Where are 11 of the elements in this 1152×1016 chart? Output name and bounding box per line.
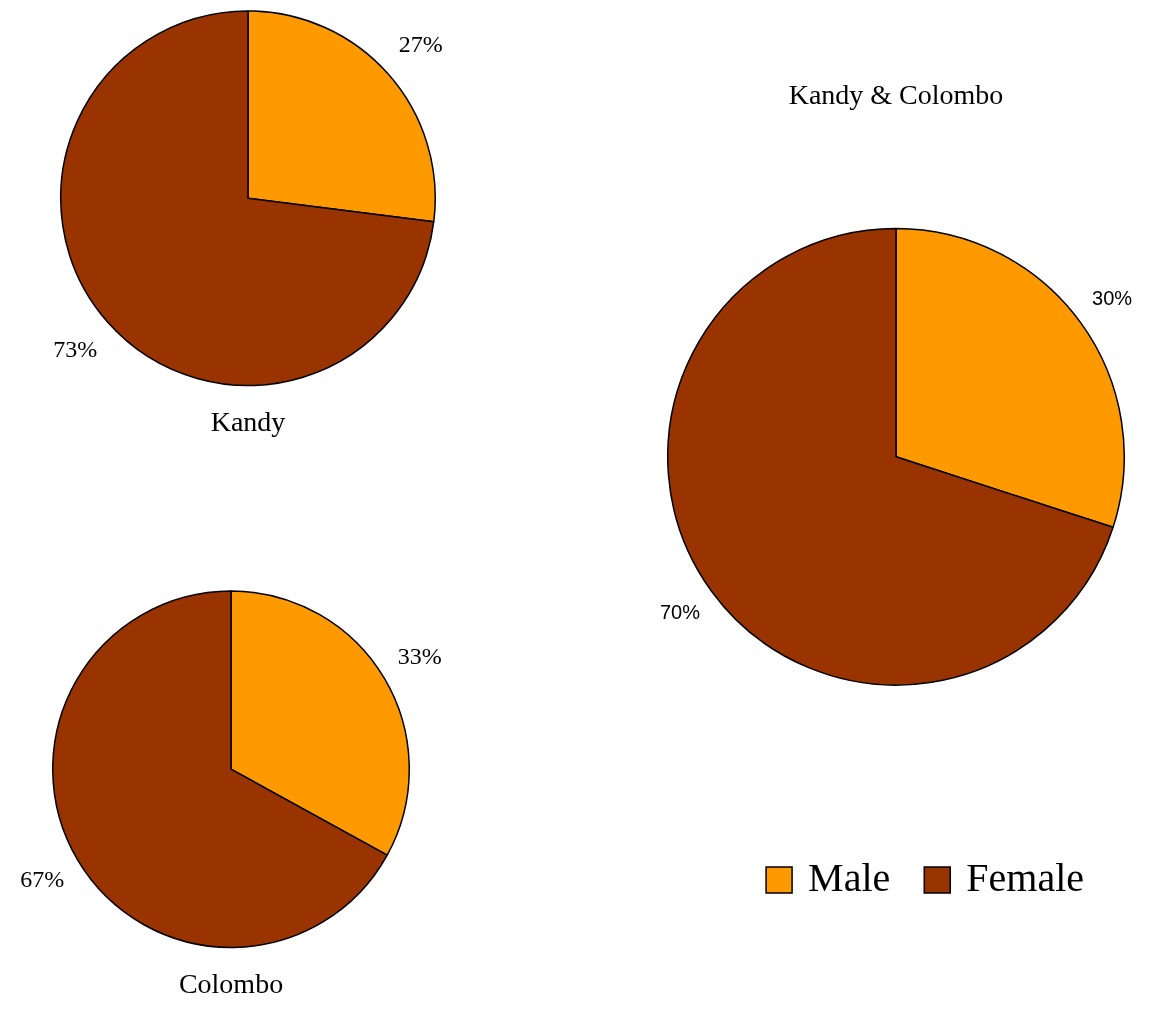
chart-title: Kandy & Colombo (788, 79, 1004, 111)
data-label: 67% (20, 866, 65, 893)
data-label: 30% (1092, 287, 1133, 310)
data-label: 27% (398, 31, 443, 58)
data-label: 70% (659, 601, 701, 624)
text: Colombo (178, 967, 284, 999)
legend-label: Male (808, 854, 891, 900)
data-label: 73% (53, 335, 98, 362)
data-label: 33% (397, 642, 442, 669)
text: Kandy (210, 405, 286, 437)
legend-label: Female (966, 854, 1084, 900)
